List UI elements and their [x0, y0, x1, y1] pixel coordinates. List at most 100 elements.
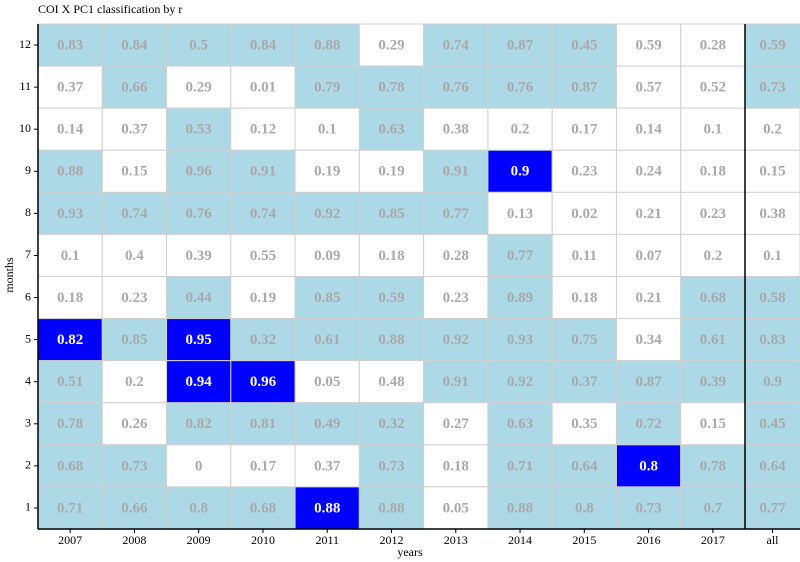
y-tick-label: 3: [25, 416, 31, 430]
cell-label: 0.77: [759, 500, 786, 516]
cell-label: 0.87: [507, 37, 534, 53]
cell-label: 0.85: [121, 332, 147, 348]
heat-cell: [101, 402, 168, 446]
cell-label: 0.2: [125, 374, 144, 390]
heat-cell: [487, 23, 553, 67]
cell-label: 0.85: [314, 290, 340, 306]
cell-label: 0.19: [314, 164, 340, 180]
cell-label: 0.15: [759, 164, 785, 180]
heat-cell: [680, 276, 746, 320]
cell-label: 0.21: [635, 206, 661, 222]
cell-label: 0.48: [378, 374, 404, 390]
cell-label: 0.01: [250, 80, 276, 96]
cell-label: 0.28: [700, 37, 726, 53]
heat-cell: [101, 191, 168, 235]
cell-label: 0.2: [511, 122, 530, 138]
heat-cell: [551, 444, 617, 488]
heat-cell: [294, 191, 360, 235]
heat-cell: [423, 486, 489, 530]
cell-label: 0.8: [575, 500, 594, 516]
cell-label: 0.71: [57, 500, 83, 516]
heat-cell: [166, 191, 232, 235]
cell-label: 0.02: [571, 206, 597, 222]
heat-cell: [423, 65, 489, 109]
cell-label: 0: [195, 458, 203, 474]
cell-label: 0.92: [507, 374, 533, 390]
cell-label: 0.28: [443, 248, 469, 264]
cell-label: 0.88: [314, 500, 340, 516]
cell-label: 0.2: [703, 248, 722, 264]
cell-label: 0.37: [571, 374, 598, 390]
cell-label: 0.73: [635, 500, 661, 516]
heat-cell: [487, 486, 553, 530]
cell-label: 0.73: [378, 458, 404, 474]
cell-label: 0.93: [57, 206, 83, 222]
cell-label: 0.37: [57, 80, 84, 96]
cell-label: 0.49: [314, 416, 340, 432]
heat-cell: [551, 318, 617, 362]
cell-label: 0.88: [378, 332, 404, 348]
cell-label: 0.63: [378, 122, 404, 138]
cell-label: 0.19: [250, 290, 276, 306]
heat-cell: [358, 276, 425, 320]
cell-label: 0.87: [635, 374, 662, 390]
y-tick-label: 12: [19, 37, 31, 51]
y-tick-label: 10: [19, 121, 31, 135]
cell-label: 0.82: [186, 416, 212, 432]
heat-cell: [615, 402, 682, 446]
cell-label: 0.07: [635, 248, 662, 264]
cell-label: 0.73: [759, 80, 785, 96]
cell-label: 0.19: [378, 164, 404, 180]
cell-label: 0.91: [250, 164, 276, 180]
heat-cell: [487, 233, 553, 278]
heat-cell: [744, 233, 800, 278]
cell-label: 0.83: [57, 37, 83, 53]
cell-label: 0.23: [700, 206, 726, 222]
heat-cell: [615, 233, 682, 278]
cell-label: 0.59: [378, 290, 404, 306]
heat-cell: [744, 402, 800, 446]
cell-label: 0.78: [378, 80, 404, 96]
cell-label: 0.34: [635, 332, 662, 348]
cell-label: 0.75: [571, 332, 597, 348]
heat-cell: [680, 402, 746, 446]
cell-label: 0.38: [443, 122, 469, 138]
cell-label: 0.84: [250, 37, 277, 53]
x-tick-label: 2013: [444, 533, 468, 547]
heat-cell: [680, 444, 746, 488]
heat-cell: [294, 107, 360, 151]
cell-label: 0.91: [443, 374, 469, 390]
cell-label: 0.12: [250, 122, 276, 138]
heat-cell: [487, 65, 553, 109]
heat-cell: [487, 360, 553, 404]
heat-cell: [37, 107, 103, 151]
cell-label: 0.88: [507, 500, 533, 516]
y-tick-label: 2: [25, 458, 31, 472]
cell-label: 0.17: [571, 122, 598, 138]
heat-cell: [166, 107, 232, 151]
heat-cell: [166, 318, 232, 362]
heat-cell: [230, 318, 296, 362]
cell-label: 0.18: [378, 248, 404, 264]
cell-label: 0.81: [250, 416, 276, 432]
cell-label: 0.55: [250, 248, 276, 264]
cell-label: 0.21: [635, 290, 661, 306]
heat-cell: [37, 233, 103, 278]
cell-label: 0.77: [507, 248, 534, 264]
cell-label: 0.23: [443, 290, 469, 306]
cell-label: 0.61: [314, 332, 340, 348]
cell-label: 0.1: [703, 122, 722, 138]
cell-label: 0.84: [121, 37, 148, 53]
y-axis-label: months: [2, 257, 16, 293]
cell-label: 0.61: [700, 332, 726, 348]
cell-label: 0.29: [378, 37, 404, 53]
heat-cell: [423, 276, 489, 320]
y-tick-label: 5: [25, 331, 31, 345]
cell-label: 0.68: [700, 290, 726, 306]
heat-cell: [680, 233, 746, 278]
x-tick-label: 2017: [701, 533, 725, 547]
y-tick-label: 6: [25, 289, 31, 303]
cell-label: 0.38: [759, 206, 785, 222]
cell-label: 0.96: [186, 164, 213, 180]
